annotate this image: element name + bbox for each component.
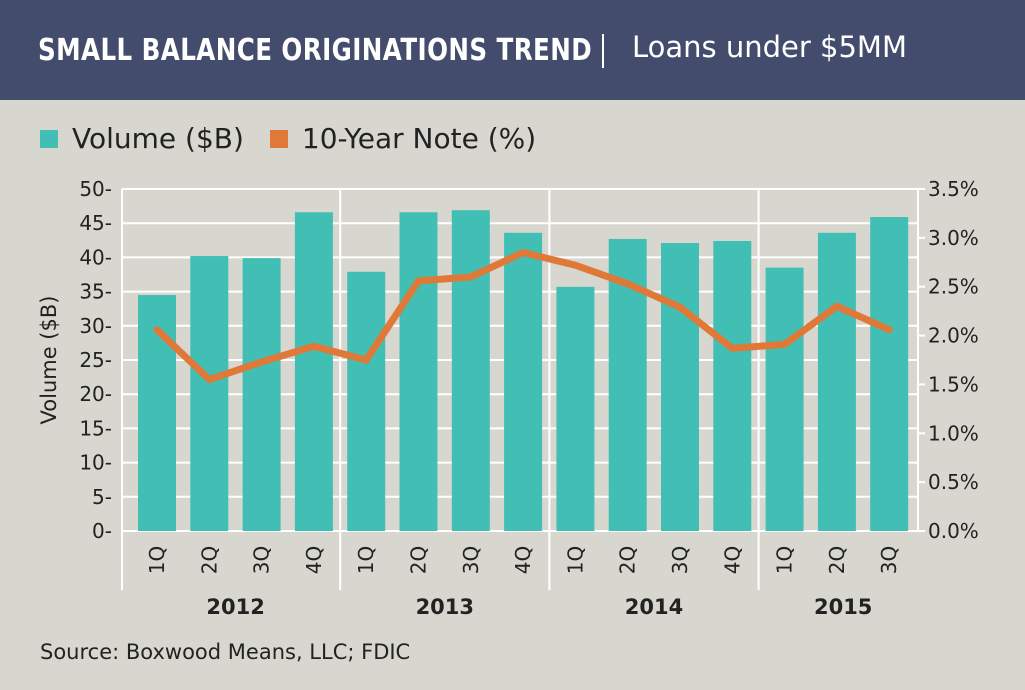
- year-label: 2013: [416, 595, 474, 619]
- x-tick-label: 1Q: [563, 546, 587, 574]
- y2-tick-label: 1.5%: [928, 372, 979, 396]
- y-tick-label: 0-: [92, 519, 112, 543]
- chart-title: SMALL BALANCE ORIGINATIONS TREND: [38, 32, 593, 68]
- y-axis-title: Volume ($B): [37, 296, 61, 425]
- x-tick-label: 3Q: [459, 546, 483, 574]
- legend-label-note: 10-Year Note (%): [301, 122, 537, 155]
- y2-tick-label: 0.0%: [928, 519, 979, 543]
- bar-volume: [190, 256, 229, 531]
- x-tick-label: 1Q: [354, 546, 378, 574]
- x-tick-label: 4Q: [511, 546, 535, 574]
- y-tick-label: 5-: [92, 485, 112, 509]
- x-tick-label: 2Q: [616, 546, 640, 574]
- x-tick-label: 4Q: [720, 546, 744, 574]
- y-tick-label: 50-: [79, 177, 112, 201]
- x-tick-label: 1Q: [145, 546, 169, 574]
- y-tick-label: 40-: [79, 245, 112, 269]
- legend-label-volume: Volume ($B): [72, 122, 244, 155]
- bar-volume: [399, 212, 438, 532]
- y2-tick-label: 3.0%: [928, 226, 979, 250]
- title-divider: [602, 34, 604, 68]
- x-tick-label: 4Q: [302, 546, 326, 574]
- year-label: 2014: [625, 595, 683, 619]
- bar-volume: [817, 232, 856, 531]
- bar-volume: [451, 210, 490, 532]
- legend-swatch-volume: [40, 129, 58, 148]
- header-banner: SMALL BALANCE ORIGINATIONS TREND Loans u…: [0, 0, 1025, 100]
- legend-swatch-note: [269, 129, 288, 148]
- bar-volume: [713, 240, 752, 531]
- y-tick-label: 45-: [79, 211, 112, 235]
- y-tick-label: 30-: [79, 314, 112, 338]
- chart-subtitle: Loans under $5MM: [632, 30, 907, 64]
- x-tick-label: 3Q: [250, 546, 274, 574]
- bar-volume: [347, 271, 386, 531]
- y2-tick-label: 2.5%: [928, 275, 979, 299]
- bar-volume: [765, 267, 804, 531]
- bar-volume: [504, 232, 543, 531]
- x-tick-label: 2Q: [825, 546, 849, 574]
- y-tick-label: 20-: [79, 382, 112, 406]
- y2-tick-label: 1.0%: [928, 421, 979, 445]
- bar-volume: [294, 212, 333, 532]
- x-tick-label: 2Q: [197, 546, 221, 574]
- bar-volume: [242, 258, 281, 531]
- y-tick-label: 10-: [79, 451, 112, 475]
- x-tick-label: 1Q: [773, 546, 797, 574]
- source-note: Source: Boxwood Means, LLC; FDIC: [40, 640, 411, 664]
- y2-tick-label: 3.5%: [928, 177, 979, 201]
- bar-volume: [661, 243, 699, 531]
- y-tick-label: 15-: [79, 416, 112, 440]
- year-label: 2012: [206, 595, 264, 619]
- year-label: 2015: [814, 595, 872, 619]
- y-tick-label: 25-: [79, 348, 112, 372]
- y-tick-label: 35-: [79, 280, 112, 304]
- bar-volume: [870, 217, 909, 531]
- x-tick-label: 2Q: [407, 546, 431, 574]
- legend: Volume ($B) 10-Year Note (%): [40, 122, 536, 155]
- bar-volume: [556, 286, 595, 531]
- y2-tick-label: 0.5%: [928, 470, 979, 494]
- x-tick-label: 3Q: [668, 546, 692, 574]
- x-tick-label: 3Q: [877, 546, 901, 574]
- y2-tick-label: 2.0%: [928, 324, 979, 348]
